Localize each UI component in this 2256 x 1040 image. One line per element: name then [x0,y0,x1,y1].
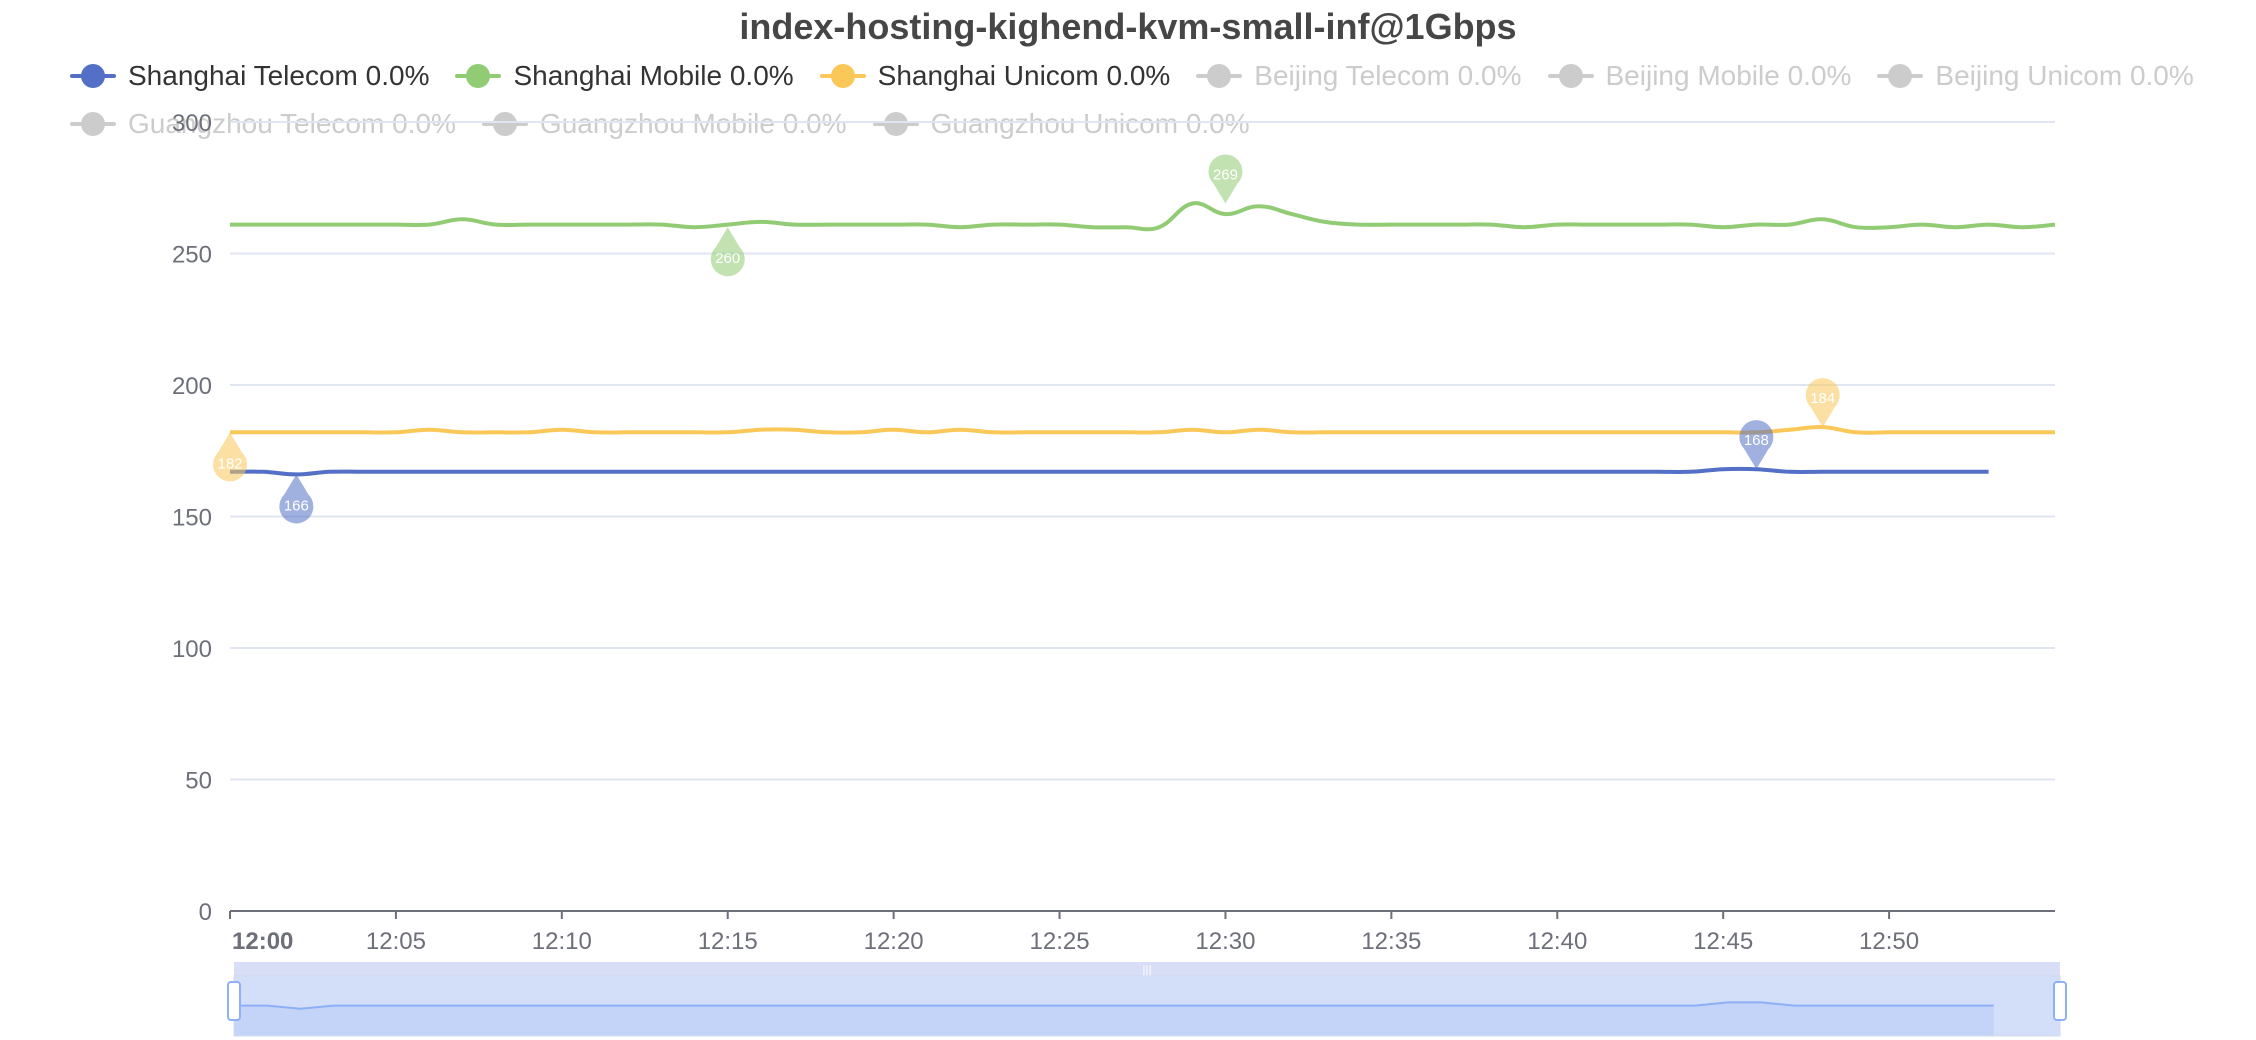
legend-line-marker-icon [1196,63,1243,89]
legend-label: Shanghai Telecom 0.0% [128,60,430,91]
min-marker-1: 166 [279,474,314,524]
series-line-1 [229,466,1989,477]
y-tick-label: 0 [199,899,212,926]
max-marker-2: 269 [1208,154,1243,204]
x-tick-label: 12:00 [232,928,293,955]
zoom-preview-line [234,1001,1994,1010]
y-tick-label: 200 [172,373,212,400]
legend-label: Beijing Telecom 0.0% [1254,60,1522,91]
marker-pin-shape [212,432,247,482]
legend-row: Guangzhou Telecom 0.0% Guangzhou Mobile … [70,104,2230,144]
marker-pin-label: 166 [284,497,309,514]
legend-item-beijing-mobile[interactable]: Beijing Mobile 0.0% [1547,60,1852,92]
marker-pin-shape [1805,378,1840,428]
marker-pin-label: 182 [217,455,242,472]
y-tick-label: 300 [172,110,212,137]
zoom-preview-area [234,1002,1994,1036]
axes: 0 50 100 150 200 250 300 12:00 12:05 12:10 12:15 12… [172,110,2055,955]
legend-item-beijing-telecom[interactable]: Beijing Telecom 0.0% [1196,60,1522,92]
marker-pin-label: 260 [715,250,740,267]
legend-line-marker-icon [481,111,528,137]
x-tick-label: 12:40 [1527,928,1587,955]
legend-label: Guangzhou Unicom 0.0% [930,108,1250,139]
series-line-3 [230,425,2055,435]
zoom-handle-right[interactable] [2053,981,2067,1021]
legend-item-guangzhou-unicom[interactable]: Guangzhou Unicom 0.0% [872,108,1250,140]
y-tick-label: 50 [185,768,212,795]
min-max-markers: 168 166 269 260 184 182 [212,154,1840,524]
x-tick-label: 12:05 [366,928,426,955]
legend-line-marker-icon [872,111,919,137]
x-tick-label: 12:30 [1195,928,1255,955]
legend-label: Beijing Mobile 0.0% [1605,60,1852,91]
legend-label: Guangzhou Mobile 0.0% [539,108,847,139]
data-zoom-slider[interactable]: ||| [227,962,2067,1037]
x-tick-label: 12:10 [532,928,592,955]
legend-item-guangzhou-mobile[interactable]: Guangzhou Mobile 0.0% [481,108,847,140]
max-marker-1: 168 [1739,420,1774,470]
legend-line-marker-icon [819,63,866,89]
x-tick-label: 12:45 [1693,928,1753,955]
marker-pin-label: 168 [1744,432,1769,449]
y-tick-label: 150 [172,505,212,532]
grid-lines [230,121,2055,781]
min-marker-3: 182 [212,432,247,482]
zoom-grip-icon: ||| [1142,963,1151,977]
chart-title: index-hosting-kighend-kvm-small-inf@1Gbp… [739,6,1517,47]
legend-line-marker-icon [455,63,502,89]
legend-item-shanghai-mobile[interactable]: Shanghai Mobile 0.0% [455,60,794,92]
marker-pin-shape [710,227,745,277]
x-tick-label: 12:25 [1030,928,1090,955]
legend-label: Shanghai Unicom 0.0% [877,60,1171,91]
marker-pin-label: 184 [1810,390,1835,407]
legend: Shanghai Telecom 0.0% Shanghai Mobile 0.… [70,56,2230,152]
legend-line-marker-icon [1877,63,1924,89]
legend-label: Guangzhou Telecom 0.0% [128,108,456,139]
y-tick-label: 100 [172,636,212,663]
marker-pin-shape [279,474,314,524]
y-tick-label: 250 [172,242,212,269]
min-marker-2: 260 [710,227,745,277]
x-tick-label: 12:35 [1361,928,1421,955]
marker-pin-label: 269 [1213,167,1238,184]
marker-pin-shape [1208,154,1243,204]
x-tick-label: 12:20 [864,928,924,955]
zoom-move-bar [234,962,2060,976]
series-lines [229,201,2056,477]
legend-label: Beijing Unicom 0.0% [1935,60,2194,91]
legend-item-shanghai-unicom[interactable]: Shanghai Unicom 0.0% [819,60,1171,92]
legend-item-shanghai-telecom[interactable]: Shanghai Telecom 0.0% [70,60,429,92]
marker-pin-shape [1739,420,1774,470]
legend-item-beijing-unicom[interactable]: Beijing Unicom 0.0% [1877,60,2194,92]
x-tick-label: 12:15 [698,928,758,955]
x-tick-label: 12:50 [1859,928,1919,955]
legend-item-guangzhou-telecom[interactable]: Guangzhou Telecom 0.0% [70,108,456,140]
series-line-2 [230,201,2056,232]
legend-line-marker-icon [70,111,116,137]
zoom-handle-left[interactable] [227,981,241,1021]
max-marker-3: 184 [1805,378,1840,428]
legend-row: Shanghai Telecom 0.0% Shanghai Mobile 0.… [70,56,2230,96]
legend-line-marker-icon [1547,63,1594,89]
legend-label: Shanghai Mobile 0.0% [513,60,794,91]
zoom-selected-range [233,975,2061,1037]
legend-line-marker-icon [70,63,116,89]
